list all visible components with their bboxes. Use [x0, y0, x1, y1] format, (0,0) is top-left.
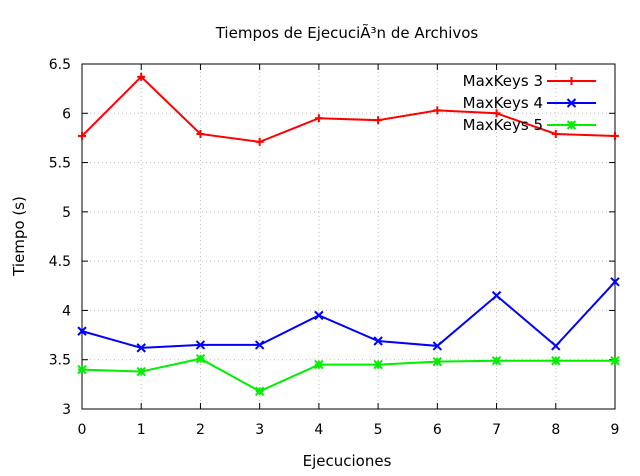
series-1-point-9 — [611, 131, 619, 140]
legend-marker — [566, 120, 577, 130]
series-2-point-3 — [254, 340, 265, 350]
legend-marker — [567, 77, 576, 85]
series-2-point-2 — [195, 340, 206, 350]
legend: MaxKeys 3 MaxKeys 4 MaxKeys 5 — [463, 72, 596, 134]
series-1-point-1 — [137, 72, 146, 81]
legend-marker — [566, 98, 577, 108]
series-2-point-1 — [136, 343, 146, 353]
series-1-point-2 — [196, 129, 205, 138]
series-2-point-4 — [314, 310, 324, 321]
series-3-point-4 — [314, 359, 324, 370]
x-tick-label: 4 — [314, 422, 323, 438]
y-tick-label: 3.5 — [49, 353, 71, 369]
x-tick-label: 8 — [551, 422, 560, 438]
series-2-point-8 — [551, 341, 561, 351]
series-2-point-6 — [432, 341, 443, 351]
series-2-point-7 — [491, 290, 502, 301]
y-tick-label: 4.5 — [49, 254, 71, 270]
legend-item-1: MaxKeys 3 — [463, 72, 596, 90]
series-1-point-0 — [78, 131, 86, 140]
series-3-point-0 — [77, 364, 87, 375]
series-3-point-7 — [491, 355, 502, 366]
series-1-point-8 — [551, 129, 560, 138]
series-1-point-5 — [374, 116, 383, 125]
x-tick-label: 5 — [374, 422, 383, 438]
series-3-point-9 — [610, 355, 620, 366]
series-1-point-6 — [433, 106, 442, 115]
series-3-point-2 — [195, 354, 206, 364]
legend-label: MaxKeys 4 — [463, 94, 543, 112]
y-tick-label: 5.5 — [49, 156, 71, 172]
series-line-3 — [81, 357, 615, 393]
legend-item-2: MaxKeys 4 — [463, 94, 596, 112]
y-tick-label: 6.5 — [49, 57, 71, 73]
series-line-2 — [81, 281, 616, 349]
series-3-point-8 — [551, 355, 561, 366]
series-line-1 — [81, 75, 616, 143]
legend-label: MaxKeys 3 — [463, 72, 543, 90]
x-tick-label: 1 — [137, 422, 146, 438]
x-tick-label: 6 — [433, 422, 442, 438]
ticks-layer: 0 1 2 3 4 5 6 7 8 9 3 3.5 4 4.5 5 5.5 6 6.5 — [49, 57, 620, 438]
series-3-point-3 — [254, 386, 265, 396]
y-tick-label: 3 — [62, 402, 71, 418]
series-3-point-5 — [373, 359, 383, 370]
plot-frame — [81, 63, 616, 410]
x-tick-label: 3 — [255, 422, 264, 438]
series-3-point-1 — [136, 366, 146, 377]
series-1-point-7 — [492, 109, 501, 118]
x-tick-label: 7 — [492, 422, 501, 438]
x-tick-label: 9 — [611, 422, 620, 438]
x-tick-label: 0 — [78, 422, 87, 438]
series-2-point-9 — [610, 277, 620, 287]
x-tick-label: 2 — [196, 422, 205, 438]
series-2-point-5 — [373, 336, 383, 346]
series-2-point-0 — [77, 326, 87, 336]
y-tick-label: 6 — [62, 106, 71, 122]
y-tick-label: 4 — [62, 303, 71, 319]
x-axis-title: Ejecuciones — [303, 452, 392, 470]
chart-title: Tiempos de EjecuciÃ³n de Archivos — [215, 23, 479, 42]
series-layer — [77, 72, 620, 396]
series-3-point-6 — [432, 356, 443, 367]
y-axis-title: Tiempo (s) — [10, 196, 28, 277]
legend-label: MaxKeys 5 — [463, 116, 543, 134]
series-1-point-4 — [314, 114, 323, 123]
y-tick-label: 5 — [62, 205, 71, 221]
legend-item-3: MaxKeys 5 — [463, 116, 596, 134]
series-1-point-3 — [255, 137, 264, 146]
